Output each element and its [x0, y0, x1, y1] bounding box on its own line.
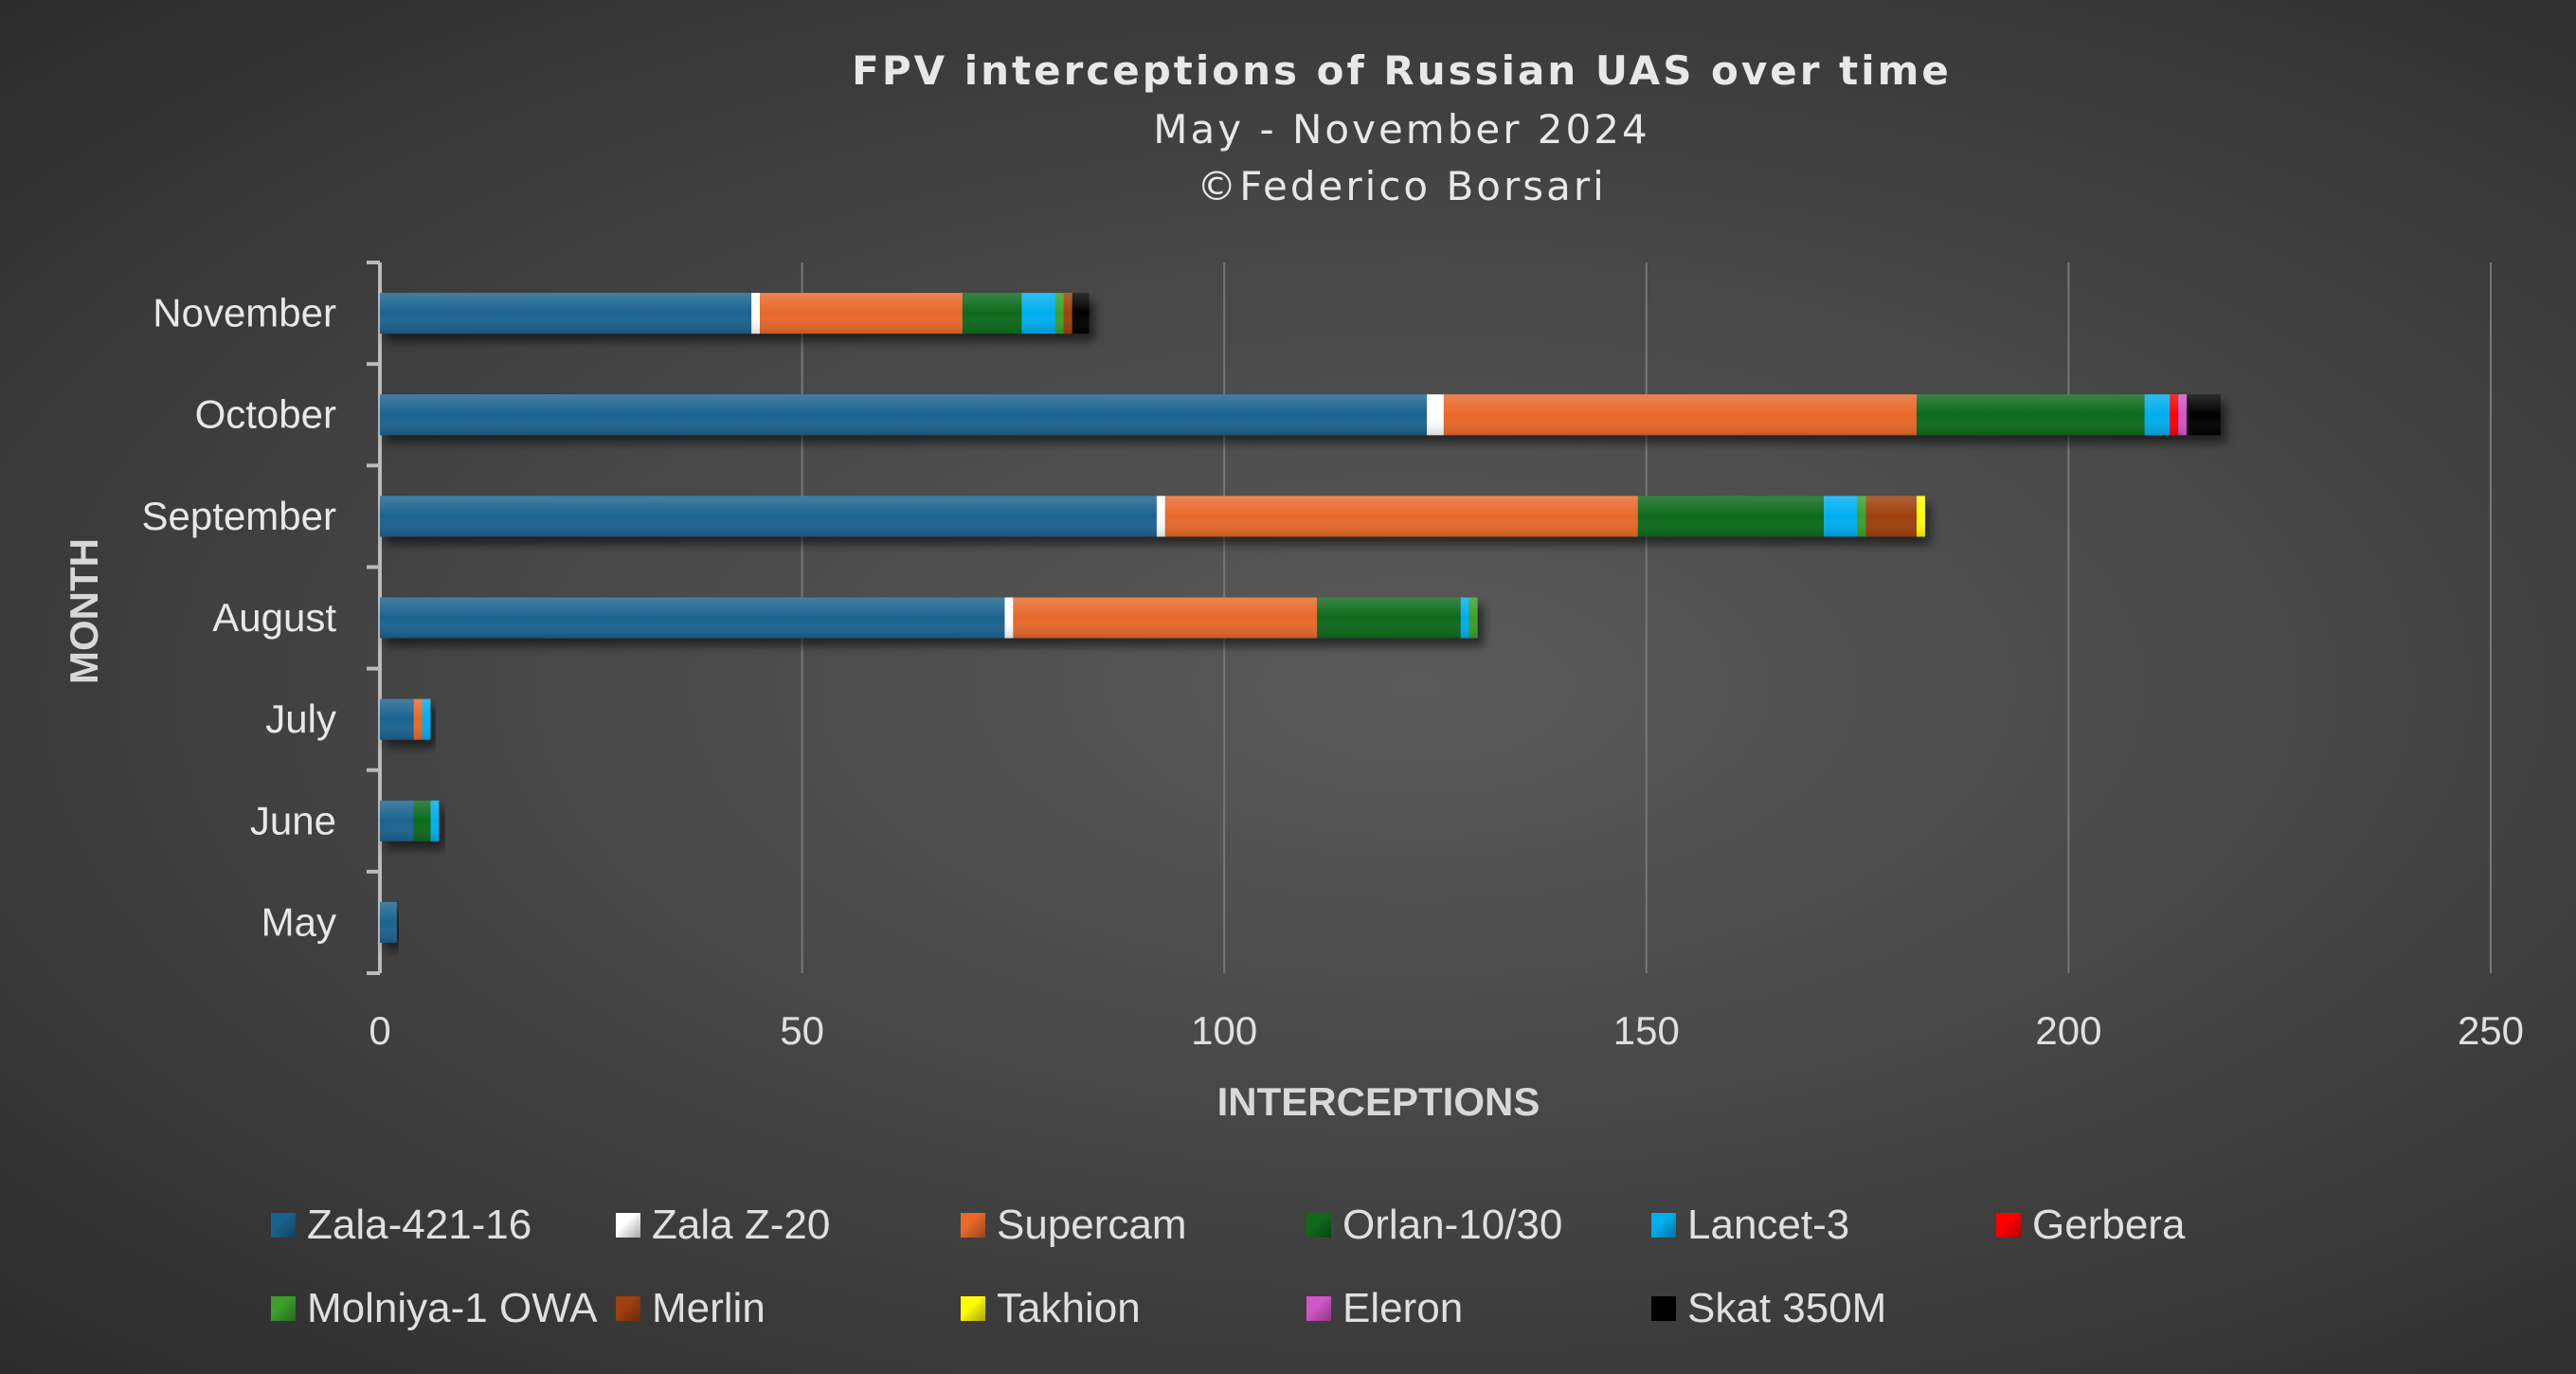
bar-gloss: [380, 394, 2221, 436]
bar-gloss: [380, 496, 1925, 537]
y-tick-label: September: [142, 494, 336, 538]
x-tick-label: 50: [780, 1008, 824, 1053]
bar-gloss: [380, 901, 397, 943]
x-tick-label: 0: [369, 1008, 390, 1053]
y-tick-label: August: [212, 595, 336, 640]
bar-gloss: [380, 293, 1090, 334]
chart-subtitle: May - November 2024: [1153, 106, 1650, 153]
bar-gloss: [380, 800, 440, 841]
x-tick-label: 200: [2035, 1008, 2101, 1053]
y-tick-label: June: [250, 798, 336, 842]
chart-title: FPV interceptions of Russian UAS over ti…: [852, 47, 1952, 94]
bar-gloss: [380, 698, 431, 740]
x-axis-title: INTERCEPTIONS: [1217, 1079, 1540, 1124]
y-tick-label: May: [261, 899, 336, 944]
chart-credit: ©Federico Borsari: [1197, 163, 1607, 209]
y-tick-label: October: [195, 392, 336, 437]
bar-gloss: [380, 597, 1478, 639]
y-axis-title: MONTH: [62, 538, 106, 684]
y-tick-label: July: [265, 696, 336, 741]
x-tick-label: 250: [2458, 1008, 2524, 1053]
x-tick-label: 150: [1613, 1008, 1680, 1053]
x-tick-label: 100: [1191, 1008, 1257, 1053]
y-tick-label: November: [153, 291, 336, 335]
